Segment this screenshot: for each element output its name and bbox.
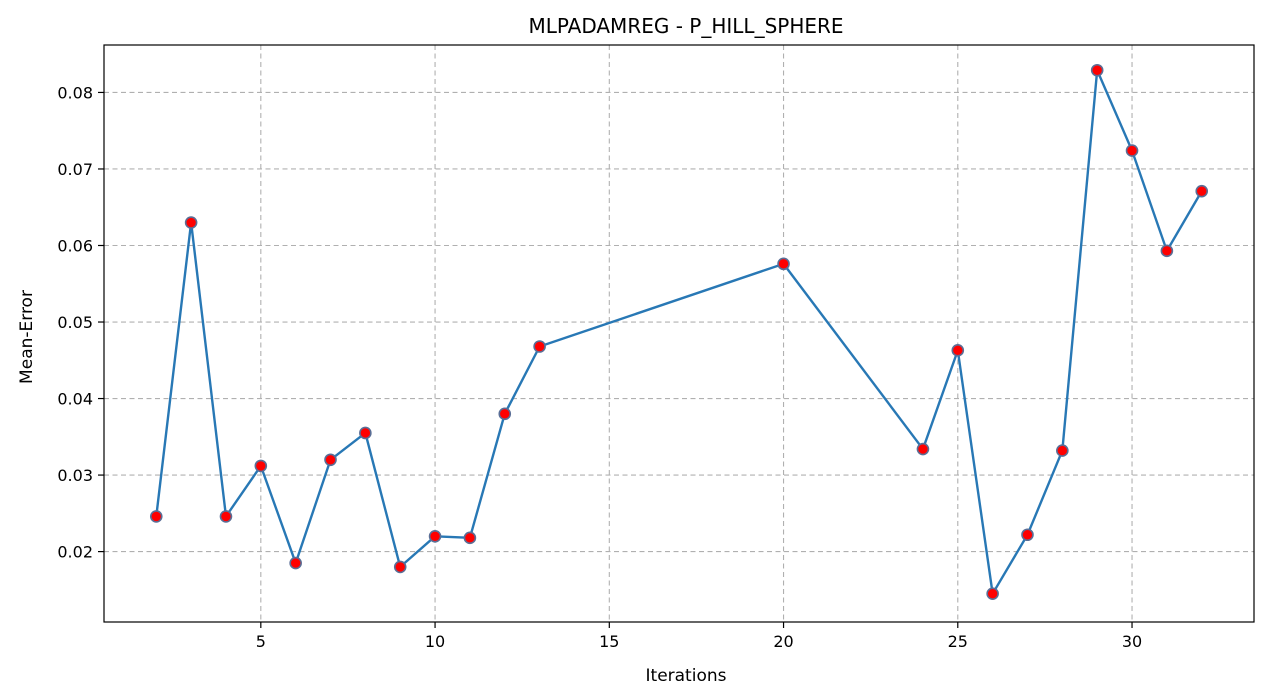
data-point: [463, 531, 477, 545]
data-point: [1125, 144, 1139, 157]
x-tick-label: 15: [599, 632, 619, 651]
data-point: [1160, 244, 1174, 258]
data-point: [533, 340, 546, 353]
y-axis-ticks: 0.02 0.03 0.04 0.05 0.06 0.07 0.08: [57, 83, 104, 562]
series-line: [155, 69, 1203, 595]
data-point: [986, 587, 999, 600]
data-point: [149, 510, 163, 523]
data-point: [1090, 63, 1104, 77]
y-tick-label: 0.04: [57, 390, 93, 409]
x-tick-label: 25: [948, 632, 968, 651]
data-point: [184, 216, 198, 229]
y-tick-label: 0.06: [57, 236, 93, 255]
data-point: [498, 407, 512, 421]
y-tick-label: 0.08: [57, 83, 93, 102]
data-point: [324, 453, 337, 467]
y-axis-label: Mean-Error: [17, 290, 37, 384]
data-point: [254, 459, 268, 473]
y-tick-label: 0.03: [57, 466, 93, 485]
y-tick-label: 0.05: [57, 313, 93, 332]
series-line-layer: [155, 69, 1203, 595]
data-point: [219, 510, 233, 523]
x-axis-label: Iterations: [646, 666, 727, 686]
data-point: [289, 556, 302, 570]
data-point: [393, 560, 407, 574]
chart-title: MLPADAMREG - P_HILL_SPHERE: [528, 14, 843, 38]
x-tick-label: 5: [256, 632, 266, 651]
y-tick-label: 0.02: [57, 543, 93, 562]
plot-frame: [103, 44, 1255, 623]
data-point: [916, 442, 930, 456]
data-point: [951, 344, 965, 357]
data-points: [149, 63, 1209, 600]
data-point: [428, 529, 442, 543]
grid-lines: [104, 45, 1254, 622]
data-point: [777, 257, 790, 271]
x-tick-label: 30: [1122, 632, 1142, 651]
data-point: [1021, 528, 1034, 542]
x-axis-ticks: 5 10 15 20 25 30: [256, 622, 1142, 651]
x-tick-label: 10: [425, 632, 445, 651]
y-tick-label: 0.07: [57, 160, 93, 179]
data-point: [359, 426, 372, 440]
data-point: [1056, 444, 1069, 457]
data-point: [1195, 184, 1209, 198]
x-tick-label: 20: [773, 632, 793, 651]
